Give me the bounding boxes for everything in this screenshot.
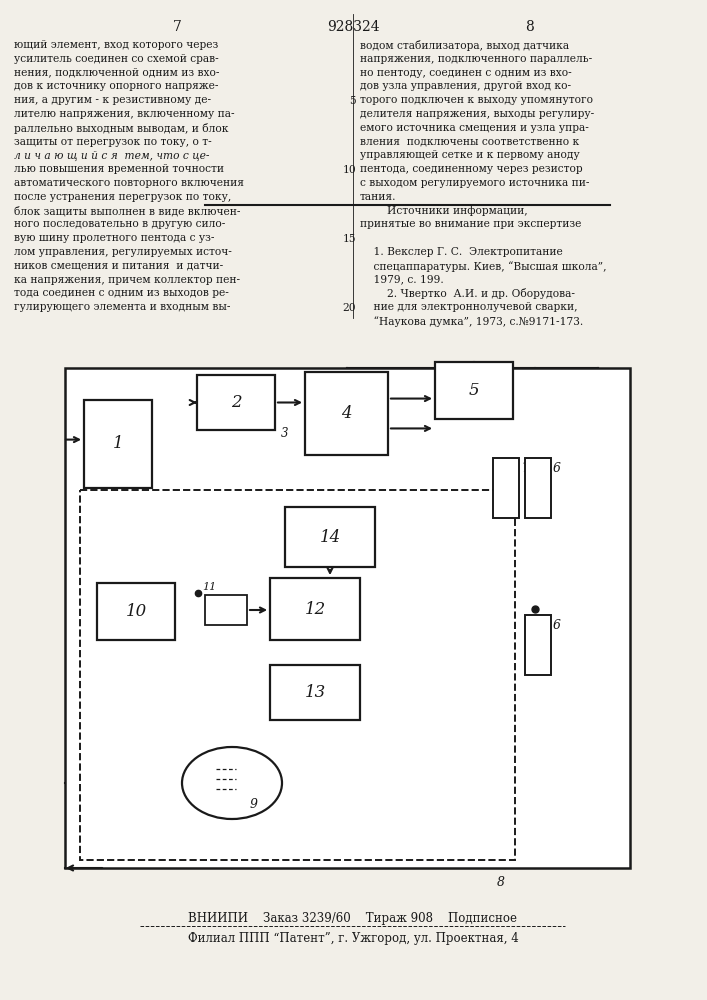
Bar (285, 507, 375, 567)
Text: торого подключен к выходу упомянутого: торого подключен к выходу упомянутого (360, 95, 593, 105)
Text: гулирующего элемента и входным вы-: гулирующего элемента и входным вы- (14, 302, 230, 312)
Text: ние для электроннолучевой сварки,: ние для электроннолучевой сварки, (360, 302, 578, 312)
Bar (205, 595, 247, 625)
Text: 1. Векслер Г. С.  Электропитание: 1. Векслер Г. С. Электропитание (360, 247, 563, 257)
Text: ников смещения и питания  и датчи-: ников смещения и питания и датчи- (14, 261, 223, 271)
Text: усилитель соединен со схемой срав-: усилитель соединен со схемой срав- (14, 54, 218, 64)
Text: 2. Чвертко  А.И. и др. Оборудова-: 2. Чвертко А.И. и др. Оборудова- (360, 288, 575, 299)
Text: вления  подключены соответственно к: вления подключены соответственно к (360, 137, 579, 147)
Text: с выходом регулируемого источника пи-: с выходом регулируемого источника пи- (360, 178, 590, 188)
Text: ВНИИПИ    Заказ 3239/60    Тираж 908    Подписное: ВНИИПИ Заказ 3239/60 Тираж 908 Подписное (189, 912, 518, 925)
Text: напряжения, подключенного параллель-: напряжения, подключенного параллель- (360, 54, 592, 64)
Text: ка напряжения, причем коллектор пен-: ка напряжения, причем коллектор пен- (14, 275, 240, 285)
Bar (197, 375, 275, 430)
Bar (525, 458, 551, 518)
Bar (270, 578, 360, 640)
Text: Источники информации,: Источники информации, (360, 206, 527, 216)
Text: ного последовательно в другую сило-: ного последовательно в другую сило- (14, 219, 226, 229)
Text: “Наукова думка”, 1973, с.№9171-173.: “Наукова думка”, 1973, с.№9171-173. (360, 316, 583, 327)
Bar (270, 665, 360, 720)
Text: 3: 3 (281, 427, 288, 440)
Text: 14: 14 (320, 528, 341, 546)
Bar (525, 615, 551, 675)
Text: 6: 6 (553, 462, 561, 475)
Text: вую шину пролетного пентода с уз-: вую шину пролетного пентода с уз- (14, 233, 214, 243)
Text: лителю напряжения, включенному па-: лителю напряжения, включенному па- (14, 109, 235, 119)
Text: пентода, соединенному через резистор: пентода, соединенному через резистор (360, 164, 583, 174)
Text: 928324: 928324 (327, 20, 380, 34)
Text: дов узла управления, другой вход ко-: дов узла управления, другой вход ко- (360, 81, 571, 91)
Text: блок защиты выполнен в виде включен-: блок защиты выполнен в виде включен- (14, 206, 240, 216)
Bar (84, 400, 152, 488)
Text: 15: 15 (342, 234, 356, 244)
Text: лью повышения временной точности: лью повышения временной точности (14, 164, 224, 174)
Text: 7: 7 (521, 462, 529, 475)
Text: ющий элемент, вход которого через: ющий элемент, вход которого через (14, 40, 218, 50)
Text: автоматического повторного включения: автоматического повторного включения (14, 178, 244, 188)
Bar (305, 372, 388, 455)
Text: 1979, с. 199.: 1979, с. 199. (360, 275, 444, 285)
Text: 7: 7 (173, 20, 182, 34)
Bar (493, 458, 519, 518)
Text: ния, а другим - к резистивному де-: ния, а другим - к резистивному де- (14, 95, 211, 105)
Text: л и ч а ю щ и й с я  тем, что с це-: л и ч а ю щ и й с я тем, что с це- (14, 150, 209, 161)
Text: раллельно выходным выводам, и блок: раллельно выходным выводам, и блок (14, 123, 228, 134)
Text: тания.: тания. (360, 192, 397, 202)
Text: лом управления, регулируемых источ-: лом управления, регулируемых источ- (14, 247, 232, 257)
Text: 5: 5 (469, 382, 479, 399)
Text: 4: 4 (341, 405, 352, 422)
Text: после устранения перегрузок по току,: после устранения перегрузок по току, (14, 192, 231, 202)
Text: 6: 6 (553, 619, 561, 632)
Text: 10: 10 (342, 165, 356, 175)
Text: 9: 9 (250, 798, 258, 812)
Text: 12: 12 (305, 600, 326, 617)
Text: управляющей сетке и к первому аноду: управляющей сетке и к первому аноду (360, 150, 580, 160)
Text: но пентоду, соединен с одним из вхо-: но пентоду, соединен с одним из вхо- (360, 68, 572, 78)
Text: 1: 1 (112, 436, 123, 452)
Text: 13: 13 (305, 684, 326, 701)
Text: тода соединен с одним из выходов ре-: тода соединен с одним из выходов ре- (14, 288, 229, 298)
Text: 10: 10 (125, 603, 146, 620)
Text: 20: 20 (342, 303, 356, 313)
Text: спецаппаратуры. Киев, “Высшая школа”,: спецаппаратуры. Киев, “Высшая школа”, (360, 261, 607, 272)
Text: принятые во внимание при экспертизе: принятые во внимание при экспертизе (360, 219, 581, 229)
Text: 2: 2 (230, 394, 241, 411)
Bar (80, 490, 515, 860)
Text: емого источника смещения и узла упра-: емого источника смещения и узла упра- (360, 123, 589, 133)
Bar (65, 368, 630, 868)
Ellipse shape (182, 747, 282, 819)
Text: 5: 5 (349, 96, 356, 106)
Text: 8: 8 (525, 20, 534, 34)
Text: 11: 11 (202, 582, 216, 592)
Text: водом стабилизатора, выход датчика: водом стабилизатора, выход датчика (360, 40, 569, 51)
Text: нения, подключенной одним из вхо-: нения, подключенной одним из вхо- (14, 68, 219, 78)
Text: Филиал ППП “Патент”, г. Ужгород, ул. Проектная, 4: Филиал ППП “Патент”, г. Ужгород, ул. Про… (187, 932, 518, 945)
Text: защиты от перегрузок по току, о т-: защиты от перегрузок по току, о т- (14, 137, 212, 147)
Text: дов к источнику опорного напряже-: дов к источнику опорного напряже- (14, 81, 218, 91)
Bar (435, 362, 513, 419)
Bar (97, 583, 175, 640)
Text: 8: 8 (497, 876, 505, 889)
Text: делителя напряжения, выходы регулиру-: делителя напряжения, выходы регулиру- (360, 109, 595, 119)
